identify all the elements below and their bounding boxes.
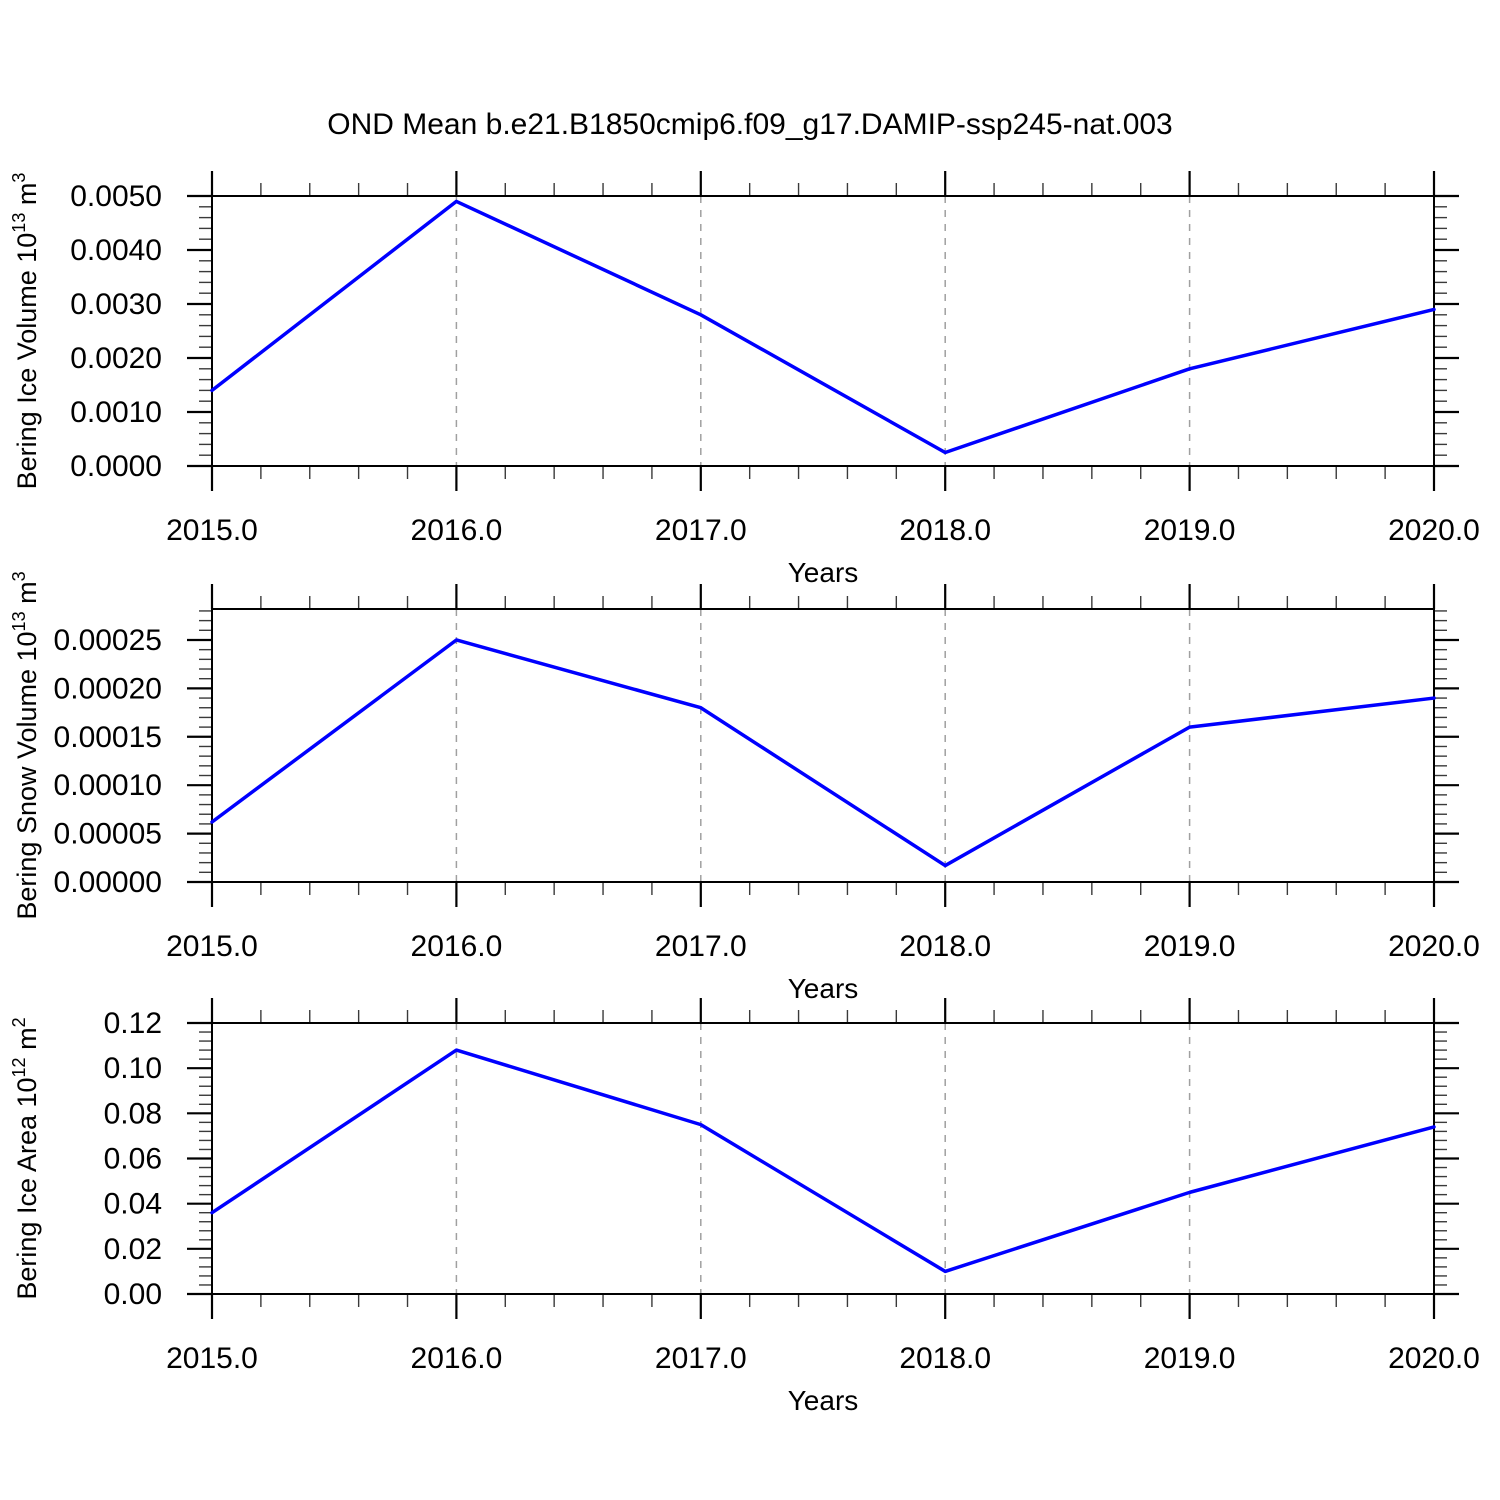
panel-bering-snow-volume: 0.00000 0.00005 0.00010 0.00015 0.00020 0.000…: [9, 571, 1480, 1004]
y-tick-label: 0.02: [104, 1233, 162, 1266]
x-tick-label: 2019.0: [1144, 1342, 1236, 1375]
x-tick-label: 2019.0: [1144, 514, 1236, 547]
y-tick-label: 0.0030: [70, 288, 162, 321]
x-tick-label: 2020.0: [1388, 514, 1480, 547]
chart-title: OND Mean b.e21.B1850cmip6.f09_g17.DAMIP-…: [327, 108, 1173, 141]
x-tick-label: 2016.0: [411, 930, 503, 963]
series-line: [210, 638, 1436, 868]
x-tick-label: 2015.0: [166, 514, 258, 547]
series-line: [210, 199, 1436, 455]
x-tick-label: 2017.0: [655, 514, 747, 547]
x-tick-label: 2018.0: [899, 1342, 991, 1375]
y-tick-label: 0.0040: [70, 234, 162, 267]
x-tick-label: 2017.0: [655, 930, 747, 963]
series-line: [210, 1048, 1436, 1274]
y-axis-label: Bering Ice Volume 1013 m3: [9, 173, 42, 490]
x-axis-label: Years: [788, 557, 859, 588]
y-tick-label: 0.00005: [54, 818, 162, 851]
y-tick-label: 0.0050: [70, 180, 162, 213]
x-tick-label: 2015.0: [166, 1342, 258, 1375]
x-tick-label: 2018.0: [899, 514, 991, 547]
plot-frame: [211, 608, 1435, 883]
y-tick-label: 0.00: [104, 1278, 162, 1311]
x-tick-label: 2017.0: [655, 1342, 747, 1375]
x-tick-label: 2018.0: [899, 930, 991, 963]
x-tick-label: 2016.0: [411, 1342, 503, 1375]
y-tick-label: 0.0000: [70, 450, 162, 483]
y-tick-label: 0.00020: [54, 672, 162, 705]
y-axis-label: Bering Snow Volume 1013 m3: [9, 571, 42, 919]
y-tick-label: 0.0010: [70, 396, 162, 429]
x-tick-label: 2016.0: [411, 514, 503, 547]
y-tick-label: 0.12: [104, 1007, 162, 1040]
y-tick-label: 0.00000: [54, 866, 162, 899]
panel-bering-ice-area: 0.00 0.02 0.04 0.06 0.08 0.10 0.12 2015.0 2016.0…: [9, 998, 1480, 1416]
plot-frame: [211, 195, 1435, 467]
y-tick-label: 0.00010: [54, 769, 162, 802]
y-tick-label: 0.00025: [54, 624, 162, 657]
y-tick-label: 0.08: [104, 1097, 162, 1130]
y-tick-label: 0.00015: [54, 721, 162, 754]
x-tick-label: 2015.0: [166, 930, 258, 963]
x-axis-label: Years: [788, 1385, 859, 1416]
y-tick-label: 0.04: [104, 1188, 162, 1221]
y-axis-label: Bering Ice Area 1012 m2: [9, 1017, 42, 1299]
plot-frame: [211, 1022, 1435, 1295]
x-axis-label: Years: [788, 973, 859, 1004]
x-tick-label: 2019.0: [1144, 930, 1236, 963]
x-tick-label: 2020.0: [1388, 930, 1480, 963]
y-tick-label: 0.10: [104, 1052, 162, 1085]
x-tick-label: 2020.0: [1388, 1342, 1480, 1375]
y-tick-label: 0.0020: [70, 342, 162, 375]
panel-bering-ice-volume: 0.0000 0.0010 0.0020 0.0030 0.0040 0.0050 2015…: [9, 171, 1480, 588]
y-tick-label: 0.06: [104, 1143, 162, 1176]
